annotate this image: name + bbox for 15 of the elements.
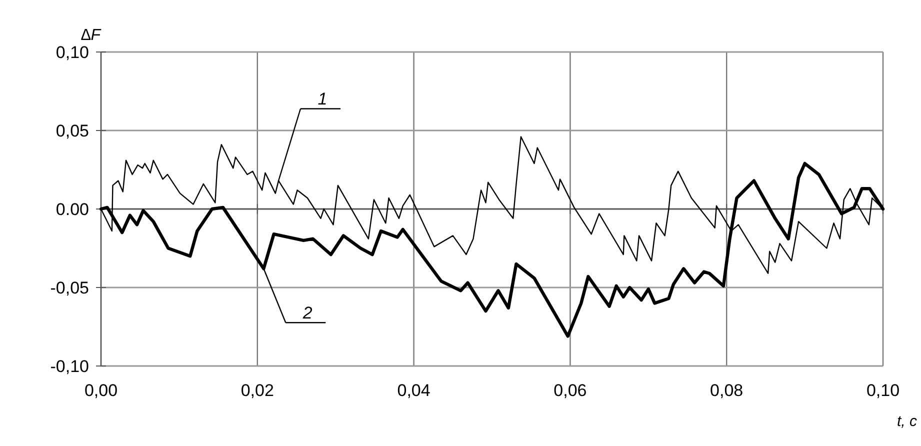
- y-tick-label: -0,10: [50, 356, 89, 376]
- annotation: 2: [302, 304, 313, 323]
- x-tick-label: 0,10: [866, 381, 900, 400]
- annotation: 1: [318, 90, 328, 109]
- x-tick-label: 0,02: [240, 381, 274, 400]
- x-axis-title: t, с: [896, 413, 918, 430]
- x-tick-label: 0,06: [554, 381, 587, 400]
- y-tick-label: -0,05: [50, 278, 89, 298]
- y-tick-label: 0,05: [56, 121, 89, 140]
- x-tick-label: 0,08: [710, 381, 744, 400]
- y-tick-label: 0,10: [56, 42, 89, 62]
- x-tick-label: 0,04: [397, 381, 430, 400]
- x-tick-label: 0,00: [84, 381, 118, 400]
- y-axis-title: ∆F: [81, 27, 102, 44]
- y-tick-label: 0.00: [56, 200, 89, 219]
